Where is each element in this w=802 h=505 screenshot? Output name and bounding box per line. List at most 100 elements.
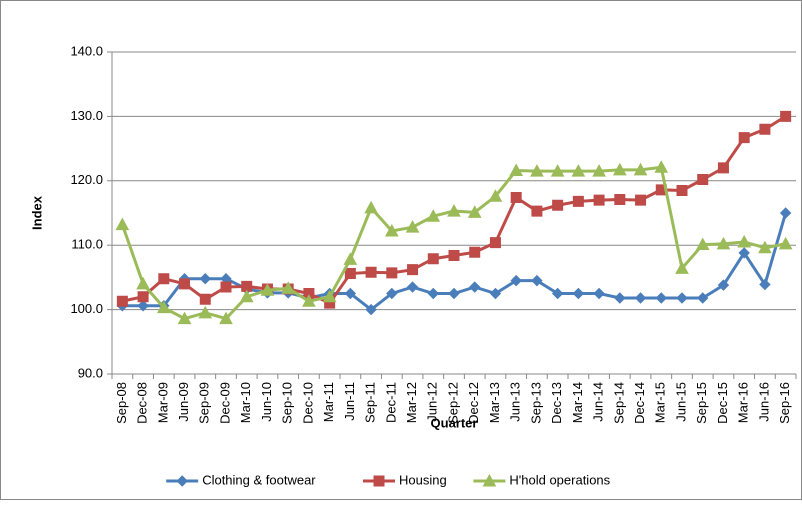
marker [614,292,626,304]
x-tick-label: Sep-11 [363,382,378,423]
marker [198,305,213,319]
marker [407,264,419,276]
x-tick-label: Dec-10 [300,382,315,424]
marker [448,287,460,300]
marker [199,293,211,305]
marker [738,132,750,144]
marker [509,163,524,176]
marker [738,247,750,259]
marker [373,475,385,487]
marker [676,184,688,196]
marker [488,189,503,202]
marker [364,200,378,214]
x-tick-label: Sep-15 [694,382,709,424]
marker [592,164,606,177]
marker [758,240,772,254]
marker [406,281,419,293]
marker [531,274,543,287]
x-tick-label: Jun-09 [176,382,191,422]
marker [199,272,211,285]
legend-label: Clothing & footwear [202,472,316,487]
marker [115,217,130,231]
marker [572,195,584,207]
legend-item: H'hold operations [473,472,611,487]
x-tick-label: Mar-14 [570,382,585,423]
marker [695,237,710,251]
marker [614,193,626,205]
marker [676,292,688,304]
x-tick-label: Sep-13 [528,382,543,424]
x-tick-label: Dec-14 [632,382,647,424]
marker [489,287,502,300]
marker [759,123,771,135]
marker [365,266,377,278]
marker [260,283,275,296]
x-tick-label: Sep-10 [280,382,295,424]
x-tick-label: Jun-15 [673,382,688,422]
y-tick-label: 110.0 [71,237,103,252]
marker [302,294,316,307]
marker [156,300,171,314]
x-tick-label: Sep-08 [114,382,129,424]
legend-item: Clothing & footwear [166,472,316,487]
y-axis-title: Index [29,195,44,230]
x-tick-label: Dec-13 [549,382,564,424]
x-tick-label: Mar-16 [736,382,751,423]
x-tick-label: Mar-12 [404,382,419,423]
y-tick-label: 100.0 [70,301,103,316]
marker [137,291,149,303]
x-tick-label: Dec-09 [217,382,232,424]
x-tick-label: Sep-09 [197,382,212,424]
marker [427,253,439,265]
marker [303,288,315,299]
marker [675,261,689,274]
marker [343,252,358,265]
y-tick-label: 120.0 [70,172,103,187]
marker [158,273,170,285]
marker [137,300,149,312]
marker [386,267,398,279]
x-axis-title: Quarter [431,415,478,430]
marker [654,160,669,173]
marker [510,192,522,204]
marker [344,287,357,300]
marker [489,237,501,249]
marker [779,207,792,219]
x-tick-label: Dec-08 [135,382,150,424]
marker [116,295,128,307]
marker [179,278,191,290]
marker [697,174,709,186]
marker [344,268,356,280]
x-tick-label: Jun-12 [425,382,440,422]
x-tick-label: Dec-12 [466,382,481,424]
marker [759,278,771,291]
x-tick-label: Mar-09 [155,382,170,423]
y-tick-label: 140.0 [70,43,103,58]
marker [469,246,481,258]
x-tick-label: Jun-11 [342,382,357,421]
legend-label: Housing [399,472,447,487]
marker [482,473,497,487]
x-tick-label: Jun-14 [591,382,606,422]
x-tick-label: Dec-11 [383,382,398,423]
marker [239,289,254,303]
marker [427,287,439,300]
x-tick-label: Dec-15 [715,382,730,424]
marker [322,289,337,303]
marker [510,274,522,287]
marker [717,279,730,291]
marker [386,287,398,300]
marker [550,164,565,177]
marker [176,475,188,487]
marker [572,287,585,300]
legend-item: Housing [363,472,447,487]
marker [716,236,731,250]
marker [426,209,441,222]
x-tick-label: Mar-13 [487,382,502,423]
x-tick-label: Sep-16 [777,382,792,424]
marker [778,236,793,250]
marker [552,199,564,211]
marker [469,281,481,293]
y-tick-label: 130.0 [70,108,103,123]
marker [634,292,647,304]
